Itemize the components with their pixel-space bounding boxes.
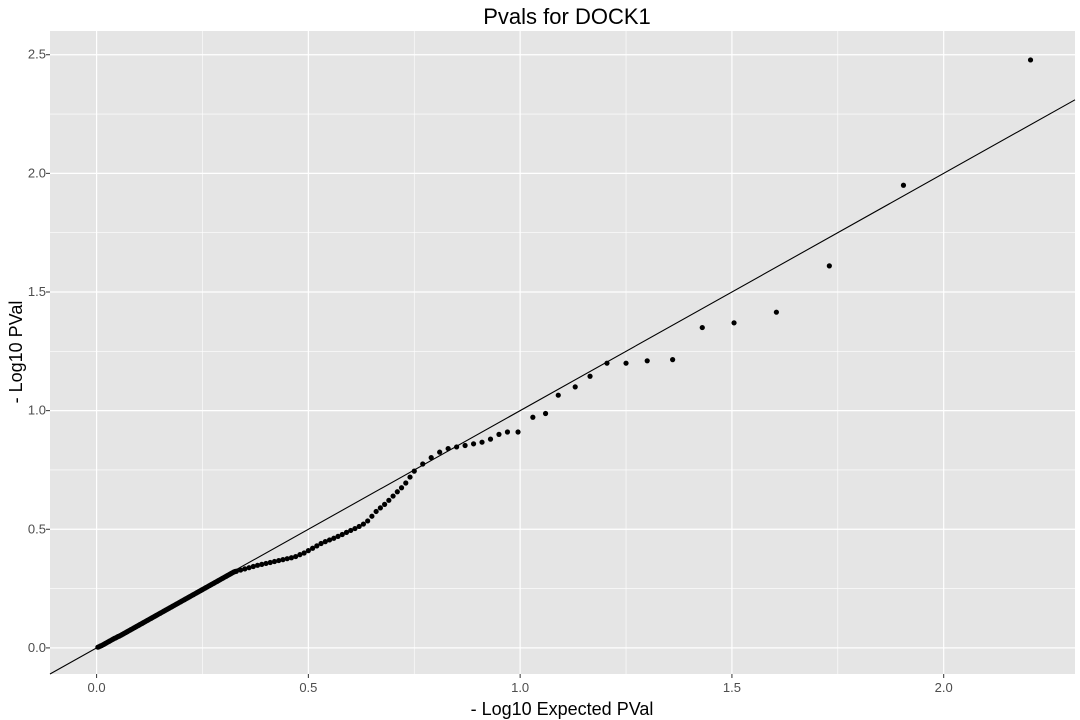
- data-point: [360, 521, 367, 527]
- data-point: [331, 535, 337, 541]
- data-point: [326, 537, 333, 543]
- data-point: [369, 513, 375, 519]
- data-point: [284, 556, 290, 562]
- data-point: [318, 540, 324, 547]
- data-point: [242, 566, 248, 572]
- data-point: [572, 384, 578, 390]
- x-tick-label: 1.5: [723, 680, 741, 695]
- data-point: [314, 543, 320, 549]
- data-point: [305, 548, 311, 554]
- data-point: [297, 552, 303, 558]
- data-point: [348, 527, 354, 534]
- data-point: [555, 392, 561, 398]
- data-point: [356, 523, 362, 530]
- chart-title: Pvals for DOCK1: [483, 4, 651, 29]
- data-point: [623, 360, 629, 366]
- data-point: [398, 485, 405, 491]
- data-point: [276, 557, 282, 564]
- data-point: [496, 431, 502, 437]
- y-tick-label: 0.5: [28, 521, 46, 536]
- data-point: [233, 568, 239, 574]
- y-tick-label: 0.0: [28, 640, 46, 655]
- data-point: [437, 449, 443, 455]
- data-point: [310, 545, 316, 551]
- data-point: [293, 553, 299, 560]
- data-point: [365, 518, 371, 524]
- data-point: [644, 358, 650, 364]
- data-point: [250, 563, 256, 570]
- data-point: [900, 182, 907, 188]
- major-gridlines: [50, 31, 1075, 674]
- data-point: [670, 357, 676, 363]
- data-point: [352, 525, 358, 532]
- y-axis-ticks: 0.0 0.5 1.0 1.5 2.0 2.5: [28, 47, 50, 655]
- data-point: [470, 441, 477, 447]
- data-point: [335, 533, 341, 539]
- minor-gridlines: [50, 31, 1075, 674]
- y-tick-label: 2.0: [28, 165, 46, 180]
- data-point: [420, 461, 426, 467]
- data-point: [390, 493, 396, 499]
- plot-panel: [50, 31, 1075, 674]
- data-point: [479, 439, 485, 445]
- data-point: [826, 263, 832, 269]
- data-point: [254, 562, 261, 568]
- data-point: [377, 505, 383, 511]
- y-tick-label: 1.0: [28, 403, 46, 418]
- data-point: [504, 429, 511, 435]
- y-tick-label: 1.5: [28, 284, 46, 299]
- data-point: [699, 324, 705, 331]
- x-axis-title: - Log10 Expected PVal: [471, 699, 654, 719]
- data-point: [246, 565, 252, 571]
- data-point: [263, 560, 269, 567]
- data-point: [773, 309, 779, 315]
- x-tick-label: 0.5: [299, 680, 317, 695]
- data-point: [394, 489, 400, 495]
- data-point: [403, 480, 409, 486]
- data-point: [382, 501, 388, 507]
- data-point: [445, 445, 451, 452]
- x-axis-ticks: 0.0 0.5 1.0 1.5 2.0: [88, 674, 953, 695]
- data-point: [373, 508, 379, 515]
- y-tick-label: 2.5: [28, 47, 46, 62]
- data-points: [95, 57, 1034, 650]
- data-point: [386, 497, 392, 503]
- data-point: [411, 468, 417, 474]
- x-tick-label: 2.0: [935, 680, 953, 695]
- data-point: [587, 373, 593, 379]
- data-point: [454, 444, 460, 450]
- data-point: [462, 442, 468, 449]
- data-point: [301, 550, 307, 556]
- data-point: [530, 414, 536, 420]
- data-point: [322, 539, 328, 545]
- data-point: [280, 557, 286, 563]
- data-point: [339, 531, 345, 538]
- data-point: [428, 455, 434, 461]
- data-point: [487, 436, 494, 442]
- data-point: [604, 360, 610, 366]
- x-tick-label: 0.0: [88, 680, 106, 695]
- data-point: [343, 529, 350, 535]
- data-point: [271, 558, 278, 565]
- data-point: [1027, 57, 1034, 63]
- data-point: [237, 567, 244, 573]
- data-point: [288, 555, 295, 561]
- data-point: [259, 561, 265, 567]
- y-axis-title: - Log10 PVal: [6, 301, 26, 404]
- x-tick-label: 1.0: [511, 680, 529, 695]
- data-point: [731, 320, 737, 326]
- data-point: [515, 429, 521, 435]
- data-point: [267, 559, 273, 566]
- data-point: [407, 474, 413, 480]
- data-point: [542, 410, 549, 417]
